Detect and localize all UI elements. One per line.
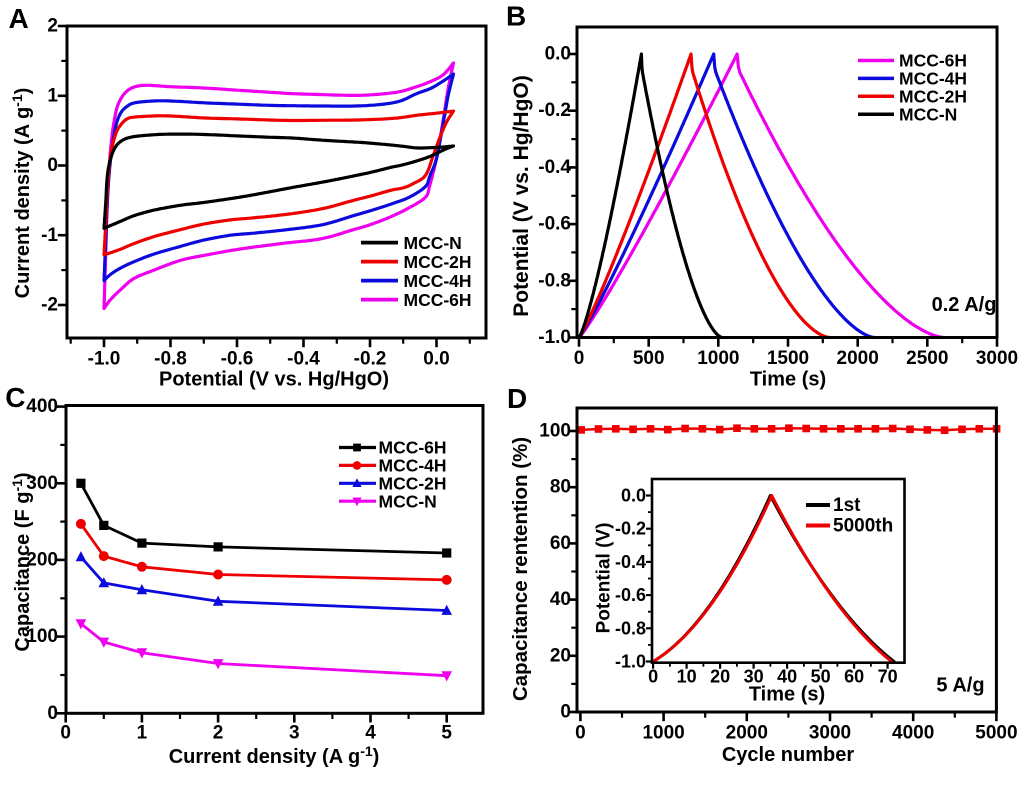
svg-text:0: 0	[575, 723, 586, 744]
svg-text:-0.4: -0.4	[538, 157, 571, 178]
svg-text:MCC-4H: MCC-4H	[379, 456, 447, 476]
svg-text:20: 20	[710, 667, 730, 687]
svg-text:Capacitance rentention (%): Capacitance rentention (%)	[509, 437, 532, 701]
svg-text:MCC-4H: MCC-4H	[404, 271, 472, 291]
svg-text:5000th: 5000th	[833, 516, 893, 537]
svg-text:-0.8: -0.8	[538, 270, 571, 291]
svg-text:Time (s): Time (s)	[750, 369, 826, 391]
svg-text:MCC-N: MCC-N	[379, 491, 437, 511]
svg-text:Potential (V vs. Hg/HgO): Potential (V vs. Hg/HgO)	[159, 369, 389, 391]
svg-text:2000: 2000	[726, 723, 768, 744]
svg-text:Current density (A g-1): Current density (A g-1)	[169, 743, 380, 768]
svg-text:Cycle number: Cycle number	[722, 744, 854, 766]
svg-text:MCC-2H: MCC-2H	[379, 474, 447, 494]
svg-text:500: 500	[633, 348, 665, 369]
svg-text:400: 400	[26, 396, 58, 417]
svg-text:B: B	[506, 1, 526, 32]
svg-text:2: 2	[213, 722, 224, 743]
svg-text:-0.8: -0.8	[154, 349, 187, 370]
svg-text:-1: -1	[41, 225, 58, 246]
svg-text:4000: 4000	[892, 723, 934, 744]
svg-text:-0.6: -0.6	[538, 214, 571, 235]
svg-text:0: 0	[648, 667, 658, 687]
svg-text:0: 0	[560, 702, 571, 723]
svg-text:D: D	[507, 383, 527, 414]
svg-text:100: 100	[539, 421, 571, 442]
svg-text:MCC-2H: MCC-2H	[899, 87, 967, 107]
svg-text:0: 0	[47, 703, 58, 724]
svg-text:3000: 3000	[809, 723, 851, 744]
svg-text:50: 50	[811, 667, 831, 687]
svg-text:0: 0	[60, 722, 71, 743]
svg-text:-1.0: -1.0	[615, 652, 646, 672]
svg-text:MCC-6H: MCC-6H	[379, 438, 447, 458]
svg-text:60: 60	[550, 533, 571, 554]
svg-text:80: 80	[550, 477, 571, 498]
svg-text:200: 200	[26, 549, 58, 570]
svg-text:1st: 1st	[833, 495, 861, 516]
svg-text:A: A	[9, 3, 29, 34]
svg-text:5 A/g: 5 A/g	[936, 675, 984, 697]
svg-text:MCC-6H: MCC-6H	[404, 290, 472, 310]
svg-text:-0.8: -0.8	[615, 618, 646, 638]
svg-text:40: 40	[777, 667, 797, 687]
svg-text:-1.0: -1.0	[88, 349, 121, 370]
svg-text:2000: 2000	[837, 348, 879, 369]
svg-text:-0.4: -0.4	[287, 349, 320, 370]
svg-text:2500: 2500	[906, 348, 948, 369]
svg-text:Potential (V vs. Hg/HgO): Potential (V vs. Hg/HgO)	[510, 75, 533, 317]
svg-text:40: 40	[550, 589, 571, 610]
svg-text:Time (s): Time (s)	[749, 684, 825, 706]
svg-text:1: 1	[137, 722, 148, 743]
svg-text:0: 0	[574, 348, 585, 369]
svg-text:1: 1	[47, 85, 58, 106]
svg-text:100: 100	[26, 626, 58, 647]
svg-text:-1.0: -1.0	[538, 327, 571, 348]
svg-text:Potential (V): Potential (V)	[594, 523, 615, 634]
svg-text:1500: 1500	[767, 348, 809, 369]
svg-text:Current density (A g-1): Current density (A g-1)	[9, 88, 34, 299]
svg-text:MCC-4H: MCC-4H	[899, 69, 967, 89]
svg-text:2: 2	[47, 16, 58, 37]
svg-text:-2: -2	[41, 295, 58, 316]
svg-text:70: 70	[878, 667, 898, 687]
svg-text:5: 5	[441, 722, 452, 743]
svg-text:-0.6: -0.6	[615, 585, 646, 605]
svg-text:300: 300	[26, 473, 58, 494]
svg-text:1000: 1000	[697, 348, 739, 369]
svg-text:-0.6: -0.6	[221, 349, 254, 370]
svg-text:-0.2: -0.2	[615, 519, 646, 539]
svg-text:1000: 1000	[642, 723, 684, 744]
svg-text:10: 10	[677, 667, 697, 687]
svg-text:MCC-N: MCC-N	[404, 233, 462, 253]
svg-text:30: 30	[744, 667, 764, 687]
svg-text:4: 4	[365, 722, 376, 743]
svg-text:60: 60	[844, 667, 864, 687]
svg-text:MCC-6H: MCC-6H	[899, 51, 967, 71]
svg-text:0.0: 0.0	[545, 44, 571, 65]
svg-text:MCC-2H: MCC-2H	[404, 252, 472, 272]
svg-text:-0.2: -0.2	[538, 100, 571, 121]
svg-text:0.0: 0.0	[621, 486, 646, 506]
svg-text:5000: 5000	[975, 723, 1017, 744]
svg-text:MCC-N: MCC-N	[899, 104, 957, 124]
svg-text:-0.4: -0.4	[615, 552, 646, 572]
svg-text:3: 3	[289, 722, 300, 743]
svg-text:20: 20	[550, 645, 571, 666]
svg-text:0.0: 0.0	[423, 349, 449, 370]
svg-text:Capacitance (F g-1): Capacitance (F g-1)	[9, 472, 34, 651]
svg-text:0: 0	[47, 155, 58, 176]
svg-text:0.2 A/g: 0.2 A/g	[932, 294, 997, 316]
svg-text:3000: 3000	[976, 348, 1018, 369]
svg-text:-0.2: -0.2	[354, 349, 387, 370]
svg-text:C: C	[5, 382, 25, 413]
